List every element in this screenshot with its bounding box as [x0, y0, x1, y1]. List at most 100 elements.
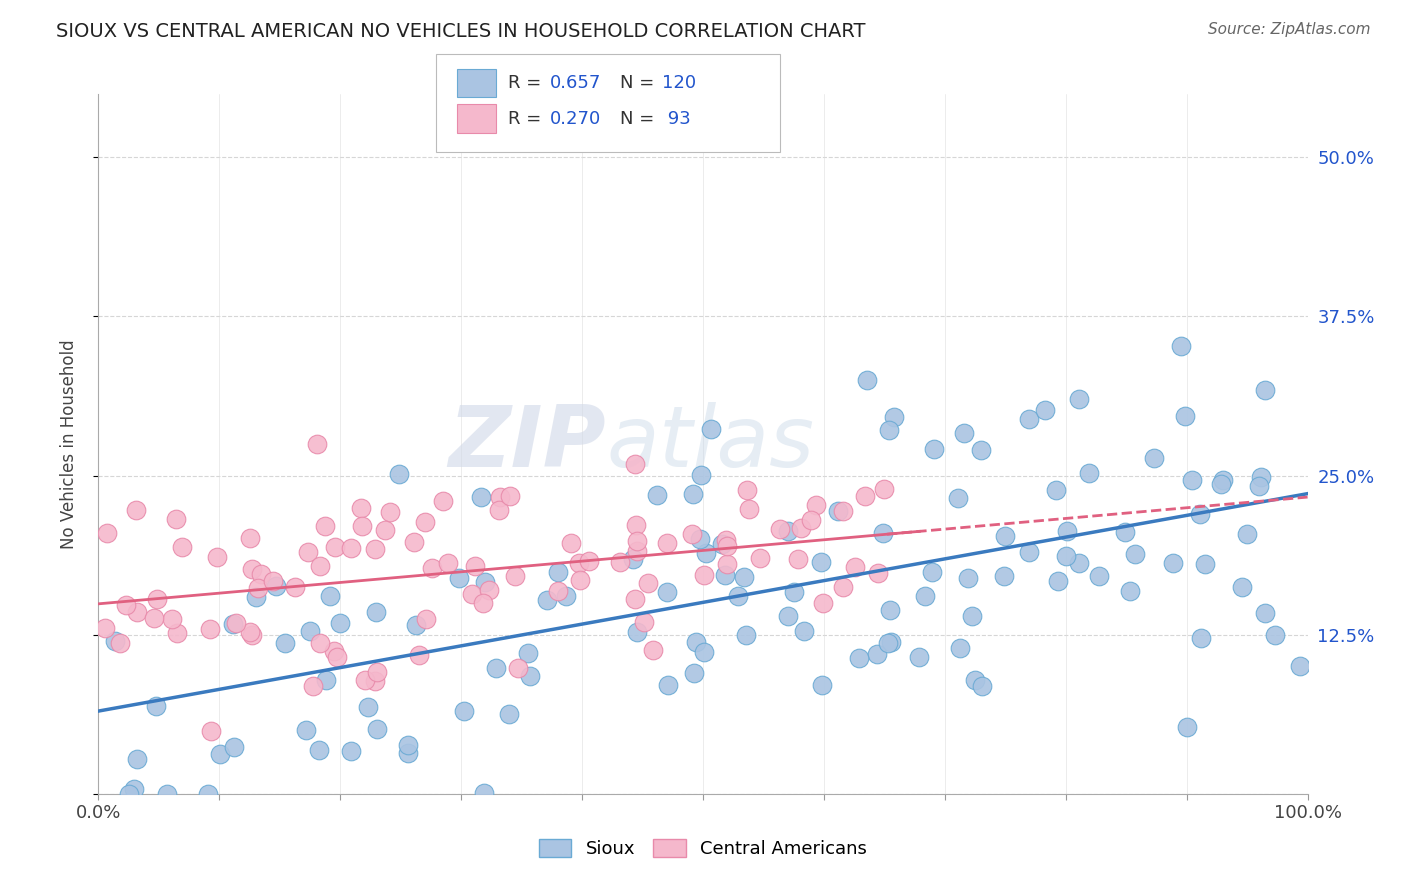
Point — [1177, 720, 1199, 734]
Point — [262, 574, 284, 588]
Point — [569, 573, 592, 587]
Point — [166, 626, 188, 640]
Point — [125, 751, 148, 765]
Point — [685, 634, 707, 648]
Point — [489, 491, 512, 505]
Point — [366, 722, 388, 736]
Point — [464, 559, 486, 574]
Text: Source: ZipAtlas.com: Source: ZipAtlas.com — [1208, 22, 1371, 37]
Point — [309, 635, 332, 649]
Point — [498, 706, 520, 721]
Point — [339, 744, 361, 758]
Text: 93: 93 — [662, 110, 690, 128]
Point — [240, 562, 263, 576]
Point — [873, 482, 896, 496]
Point — [374, 523, 396, 537]
Point — [319, 589, 342, 603]
Point — [156, 787, 179, 801]
Point — [165, 512, 187, 526]
Point — [250, 566, 273, 581]
Point — [405, 618, 427, 632]
Point — [776, 524, 799, 538]
Point — [352, 518, 374, 533]
Point — [624, 457, 647, 471]
Point — [245, 591, 267, 605]
Point — [1247, 479, 1270, 493]
Point — [735, 483, 758, 497]
Point — [848, 651, 870, 665]
Point — [1163, 557, 1185, 571]
Point — [536, 593, 558, 607]
Point — [1189, 631, 1212, 645]
Point — [354, 673, 377, 687]
Point — [810, 555, 832, 569]
Point — [769, 522, 792, 536]
Point — [472, 786, 495, 800]
Point — [408, 648, 430, 662]
Point — [633, 615, 655, 629]
Point — [1212, 473, 1234, 487]
Point — [122, 781, 145, 796]
Point — [778, 609, 800, 624]
Point — [831, 581, 853, 595]
Point — [225, 615, 247, 630]
Point — [1018, 544, 1040, 558]
Text: R =: R = — [508, 110, 547, 128]
Point — [239, 531, 262, 545]
Point — [221, 617, 243, 632]
Point — [114, 598, 136, 612]
Point — [965, 673, 987, 688]
Point — [883, 410, 905, 425]
Point — [308, 558, 330, 573]
Point — [1087, 569, 1109, 583]
Point — [461, 587, 484, 601]
Point — [103, 634, 125, 648]
Point — [474, 575, 496, 590]
Point — [1264, 628, 1286, 642]
Point — [714, 568, 737, 582]
Point — [879, 603, 901, 617]
Point — [519, 669, 541, 683]
Point — [172, 541, 194, 555]
Point — [314, 518, 336, 533]
Point — [246, 581, 269, 595]
Point — [626, 533, 648, 548]
Point — [503, 569, 526, 583]
Point — [284, 580, 307, 594]
Point — [478, 582, 501, 597]
Text: SIOUX VS CENTRAL AMERICAN NO VEHICLES IN HOUSEHOLD CORRELATION CHART: SIOUX VS CENTRAL AMERICAN NO VEHICLES IN… — [56, 22, 866, 41]
Point — [350, 501, 373, 516]
Point — [787, 552, 810, 566]
Point — [357, 700, 380, 714]
Point — [108, 636, 131, 650]
Point — [681, 527, 703, 541]
Point — [266, 579, 288, 593]
Point — [1123, 547, 1146, 561]
Point — [396, 738, 419, 752]
Point — [689, 467, 711, 482]
Point — [946, 491, 969, 506]
Point — [877, 423, 900, 437]
Point — [655, 584, 678, 599]
Point — [560, 536, 582, 550]
Point — [1047, 574, 1070, 589]
Point — [499, 489, 522, 503]
Point — [922, 442, 945, 456]
Point — [432, 494, 454, 508]
Point — [994, 529, 1017, 543]
Point — [415, 515, 437, 529]
Point — [844, 560, 866, 574]
Point — [1230, 580, 1253, 594]
Point — [727, 590, 749, 604]
Point — [1056, 524, 1078, 538]
Text: 0.270: 0.270 — [550, 110, 600, 128]
Text: N =: N = — [620, 110, 659, 128]
Point — [949, 640, 972, 655]
Point — [800, 513, 823, 527]
Point — [682, 665, 704, 680]
Point — [811, 678, 834, 692]
Point — [1143, 450, 1166, 465]
Point — [364, 541, 387, 556]
Point — [693, 645, 716, 659]
Point — [853, 489, 876, 503]
